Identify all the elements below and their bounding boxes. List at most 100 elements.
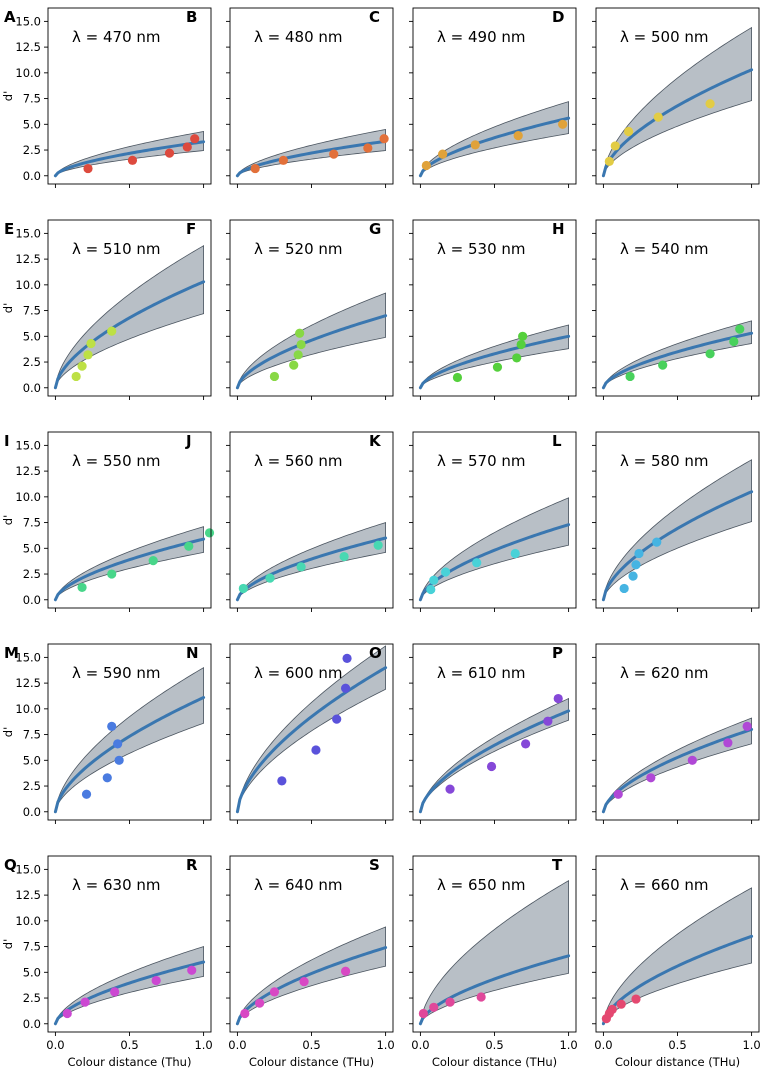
y-axis-label: d': [1, 91, 15, 101]
data-point: [77, 582, 87, 593]
data-point: [438, 149, 448, 159]
x-tick-label: 0.5: [120, 1038, 138, 1052]
y-tick-label: 15.0: [15, 862, 41, 876]
y-tick-label: 5.0: [23, 541, 41, 555]
data-point: [543, 716, 553, 726]
panel-letter: T: [552, 856, 563, 874]
data-point: [62, 1008, 72, 1019]
data-point: [113, 739, 123, 749]
x-tick-label: 1.0: [742, 1038, 760, 1052]
data-point: [86, 338, 96, 349]
fit-line: [53, 280, 206, 390]
panel-letter: I: [4, 432, 10, 450]
wavelength-label: λ = 610 nm: [437, 664, 526, 682]
data-point: [83, 163, 93, 174]
data-point: [339, 551, 349, 562]
panel-o: Oλ = 610 nm: [369, 643, 577, 824]
data-point: [255, 998, 265, 1008]
y-tick-label: 5.0: [23, 329, 41, 343]
data-point: [619, 583, 629, 594]
y-tick-label: 15.0: [15, 438, 41, 452]
data-point: [81, 789, 92, 799]
y-tick-label: 5.0: [23, 753, 41, 767]
y-tick-label: 10.0: [15, 278, 41, 292]
panel-letter: L: [552, 432, 562, 450]
confidence-band: [55, 666, 204, 812]
fit-line: [53, 696, 206, 814]
x-tick-label: 0.0: [411, 1038, 429, 1052]
y-tick-label: 10.0: [15, 490, 41, 504]
confidence-band: [603, 717, 752, 812]
data-point: [445, 784, 455, 794]
data-point: [299, 976, 309, 987]
wavelength-label: λ = 560 nm: [254, 452, 343, 470]
wavelength-label: λ = 510 nm: [72, 240, 161, 258]
y-tick-label: 2.5: [23, 355, 41, 369]
y-tick-label: 5.0: [23, 965, 41, 979]
panel-f: Fλ = 520 nm: [186, 219, 394, 400]
y-tick-label: 7.5: [23, 304, 41, 318]
panel-a: A 0.0 2.5 5.0 7.5 10.0 12.5 15.0 d' λ = 470 nm: [1, 7, 212, 188]
fit-line: [235, 946, 388, 1026]
data-point: [625, 371, 635, 382]
fit-line: [53, 140, 206, 178]
panel-letter: K: [369, 432, 382, 450]
data-point: [148, 556, 158, 566]
data-point: [190, 134, 200, 144]
data-point: [516, 339, 526, 350]
data-point: [631, 560, 641, 570]
confidence-band: [420, 697, 569, 812]
data-point: [476, 992, 486, 1002]
data-point: [107, 326, 117, 336]
x-tick-label: 0.5: [302, 1038, 320, 1052]
panel-letter: P: [552, 644, 563, 662]
data-point: [127, 155, 138, 165]
y-tick-label: 7.5: [23, 940, 41, 954]
wavelength-label: λ = 520 nm: [254, 240, 343, 258]
panel-h: Hλ = 540 nm: [552, 219, 760, 400]
panel-letter: C: [369, 8, 380, 26]
data-point: [278, 155, 288, 165]
y-tick-label: 12.5: [15, 40, 41, 54]
panel-letter: A: [4, 8, 16, 26]
wavelength-label: λ = 570 nm: [437, 452, 526, 470]
y-tick-label: 2.5: [23, 779, 41, 793]
x-tick-label: 0.0: [228, 1038, 246, 1052]
panel-letter: D: [552, 8, 564, 26]
panel-l: Lλ = 580 nm: [552, 431, 760, 612]
fit-line: [53, 960, 206, 1026]
confidence-band: [603, 887, 752, 1024]
data-point: [311, 745, 321, 755]
data-point: [340, 966, 351, 976]
data-point: [492, 362, 503, 372]
wavelength-label: λ = 480 nm: [254, 28, 343, 46]
data-point: [486, 761, 497, 772]
data-point: [510, 548, 520, 559]
data-point: [607, 1004, 617, 1014]
data-point: [441, 567, 451, 577]
y-tick-label: 12.5: [15, 252, 41, 266]
panel-letter: N: [186, 644, 199, 662]
x-axis-label: Colour distance (THu): [615, 1055, 740, 1069]
data-point: [521, 739, 531, 749]
data-point: [445, 997, 455, 1007]
panel-letter: Q: [4, 856, 17, 874]
data-point: [187, 965, 197, 975]
y-tick-label: 12.5: [15, 888, 41, 902]
x-tick-label: 0.0: [594, 1038, 612, 1052]
data-point: [512, 353, 522, 363]
data-point: [429, 1002, 439, 1012]
panel-letter: H: [552, 220, 565, 238]
fit-line: [601, 934, 754, 1026]
data-point: [742, 721, 752, 731]
y-tick-label: 10.0: [15, 702, 41, 716]
data-point: [652, 537, 662, 547]
panel-k: Kλ = 570 nm: [369, 431, 577, 612]
wavelength-label: λ = 530 nm: [437, 240, 526, 258]
data-point: [240, 1008, 250, 1019]
fit-line: [235, 139, 388, 178]
panel-letter: J: [185, 432, 192, 450]
confidence-band: [420, 880, 569, 1024]
data-point: [558, 119, 568, 129]
confidence-band: [603, 26, 752, 176]
